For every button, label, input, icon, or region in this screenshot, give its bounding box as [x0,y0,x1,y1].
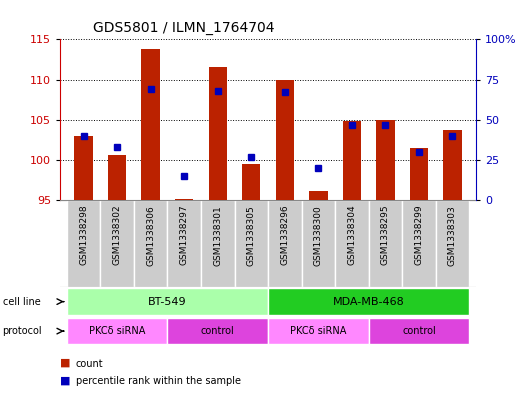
Text: GSM1338295: GSM1338295 [381,205,390,265]
Text: PKCδ siRNA: PKCδ siRNA [290,326,347,336]
Text: GSM1338305: GSM1338305 [247,205,256,266]
Bar [108,154,127,200]
Text: GSM1338302: GSM1338302 [112,205,122,265]
FancyBboxPatch shape [67,288,268,315]
Bar [343,121,361,200]
Bar [410,148,428,200]
Text: MDA-MB-468: MDA-MB-468 [333,297,404,307]
Text: cell line: cell line [3,297,40,307]
Text: BT-549: BT-549 [148,297,187,307]
FancyBboxPatch shape [402,200,436,287]
Text: GSM1338297: GSM1338297 [180,205,189,265]
Text: ■: ■ [60,375,71,385]
FancyBboxPatch shape [201,200,234,287]
Bar [242,164,260,200]
Text: ■: ■ [60,358,71,367]
Text: control: control [402,326,436,336]
Bar [74,136,93,200]
Text: protocol: protocol [3,326,42,336]
FancyBboxPatch shape [268,288,469,315]
Bar [175,199,194,200]
Text: GSM1338298: GSM1338298 [79,205,88,265]
Text: GSM1338300: GSM1338300 [314,205,323,266]
Text: GSM1338299: GSM1338299 [414,205,424,265]
Text: GSM1338306: GSM1338306 [146,205,155,266]
FancyBboxPatch shape [268,318,369,344]
Text: GSM1338296: GSM1338296 [280,205,289,265]
Text: count: count [76,359,104,369]
FancyBboxPatch shape [369,318,469,344]
FancyBboxPatch shape [167,318,268,344]
FancyBboxPatch shape [335,200,369,287]
Text: control: control [201,326,235,336]
FancyBboxPatch shape [167,200,201,287]
Bar [209,68,227,200]
FancyBboxPatch shape [67,200,100,287]
Text: GSM1338304: GSM1338304 [347,205,356,265]
FancyBboxPatch shape [436,200,469,287]
Text: PKCδ siRNA: PKCδ siRNA [89,326,145,336]
Text: GSM1338303: GSM1338303 [448,205,457,266]
Text: GSM1338301: GSM1338301 [213,205,222,266]
Text: percentile rank within the sample: percentile rank within the sample [76,376,241,386]
FancyBboxPatch shape [369,200,402,287]
FancyBboxPatch shape [100,200,134,287]
Bar [276,79,294,200]
Bar [443,130,462,200]
Bar [309,191,327,200]
Text: GDS5801 / ILMN_1764704: GDS5801 / ILMN_1764704 [94,22,275,35]
FancyBboxPatch shape [302,200,335,287]
FancyBboxPatch shape [134,200,167,287]
FancyBboxPatch shape [268,200,302,287]
Bar [376,120,395,200]
FancyBboxPatch shape [234,200,268,287]
Bar [141,49,160,200]
FancyBboxPatch shape [67,318,167,344]
